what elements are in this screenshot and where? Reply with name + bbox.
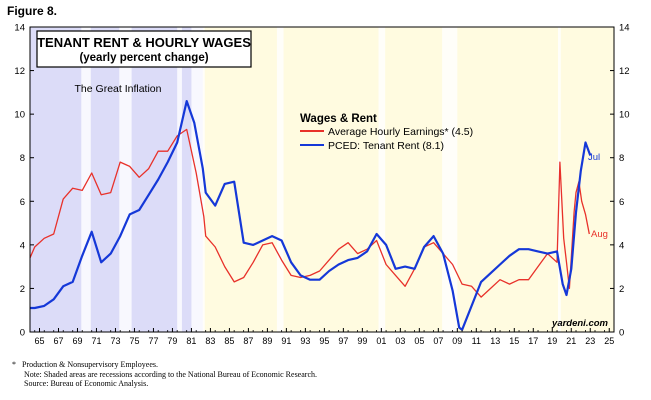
x-tick-label: 15: [509, 336, 519, 346]
x-tick-label: 77: [148, 336, 158, 346]
title-box: [36, 30, 252, 68]
y-tick-label: 2: [20, 284, 25, 295]
chart-title: TENANT RENT & HOURLY WAGES: [37, 35, 251, 50]
x-axis: 65 67 69 71 73 75 77 79 81 83 85 87 89 91 93 95 97 99 01 03…: [34, 328, 614, 346]
x-tick-label: 69: [72, 336, 82, 346]
x-tick-label: 83: [205, 336, 215, 346]
right-y-axis: 0 2 4 6 8 10 12 14: [610, 23, 630, 339]
legend-title: Wages & Rent: [300, 113, 377, 125]
x-tick-label: 85: [224, 336, 234, 346]
plot-frame: [29, 26, 615, 333]
footnote-source: Source: Bureau of Economic Analysis.: [24, 379, 149, 389]
x-tick-label: 79: [167, 336, 177, 346]
recession-band: [378, 27, 386, 332]
series-line-earnings: [29, 128, 590, 298]
y-tick-label: 10: [14, 110, 25, 121]
x-tick-label: 65: [34, 336, 44, 346]
y-tick-label: 12: [14, 66, 25, 77]
great-inflation-shade: [30, 27, 203, 332]
great-inflation-annotation: The Great Inflation: [75, 83, 162, 95]
end-label-earnings: Aug: [591, 229, 608, 240]
x-tick-label: 73: [110, 336, 120, 346]
x-tick-label: 13: [490, 336, 500, 346]
legend-label-rent: PCED: Tenant Rent (8.1): [328, 140, 444, 152]
x-tick-label: 25: [604, 336, 614, 346]
footnote-star-line: * Production & Nonsupervisory Employees.: [12, 360, 317, 370]
series-line-rent: [30, 100, 592, 331]
left-y-axis: 0 2 4 6 8 10 12 14: [14, 23, 34, 339]
footnote-star: *: [12, 360, 16, 369]
x-tick-label: 23: [585, 336, 595, 346]
x-tick-label: 05: [414, 336, 424, 346]
legend-label-earnings: Average Hourly Earnings* (4.5): [328, 126, 473, 138]
y-tick-label: 12: [619, 66, 630, 77]
y-tick-label: 8: [619, 153, 624, 164]
figure-label: Figure 8.: [7, 4, 58, 18]
x-tick-label: 81: [186, 336, 196, 346]
x-tick-label: 07: [433, 336, 443, 346]
y-tick-label: 0: [619, 328, 624, 339]
x-tick-label: 17: [528, 336, 538, 346]
x-tick-label: 03: [395, 336, 405, 346]
x-tick-label: 91: [281, 336, 291, 346]
x-tick-label: 93: [300, 336, 310, 346]
x-tick-label: 01: [376, 336, 386, 346]
recession-band: [442, 27, 458, 332]
recession-band: [177, 27, 182, 332]
y-tick-label: 8: [20, 153, 25, 164]
recession-band: [81, 27, 91, 332]
series-lines: [29, 100, 592, 331]
y-tick-label: 6: [20, 197, 25, 208]
footnotes: * Production & Nonsupervisory Employees.…: [12, 360, 317, 389]
x-tick-label: 19: [547, 336, 557, 346]
y-tick-label: 10: [619, 110, 630, 121]
x-tick-label: 87: [243, 336, 253, 346]
x-tick-label: 11: [472, 336, 481, 346]
x-tick-label: 21: [566, 336, 576, 346]
y-tick-label: 6: [619, 197, 624, 208]
x-tick-label: 99: [357, 336, 367, 346]
footnote-note: Note: Shaded areas are recessions accord…: [24, 369, 317, 379]
x-tick-label: 67: [53, 336, 63, 346]
x-tick-label: 75: [129, 336, 139, 346]
x-tick-label: 89: [262, 336, 272, 346]
chart-subtitle: (yearly percent change): [79, 52, 208, 64]
recession-band: [276, 27, 284, 332]
recession-band: [119, 27, 132, 332]
x-tick-label: 97: [338, 336, 348, 346]
end-label-rent: Jul: [588, 152, 600, 163]
watermark: yardeni.com: [551, 318, 609, 329]
y-tick-label: 0: [20, 328, 25, 339]
footnote-star-text: Production & Nonsupervisory Employees.: [22, 360, 158, 369]
y-tick-label: 4: [619, 240, 624, 251]
y-tick-label: 4: [20, 240, 25, 251]
chart: 0 2 4 6 8 10 12 14 0 2 4 6 8 10 12 14 65 67 69 71 73 75 77 79…: [14, 23, 630, 347]
recession-band: [191, 27, 205, 332]
x-tick-label: 71: [91, 336, 101, 346]
y-tick-label: 2: [619, 284, 624, 295]
x-tick-label: 09: [452, 336, 462, 346]
y-tick-label: 14: [619, 23, 630, 34]
x-tick-label: 95: [319, 336, 329, 346]
y-tick-label: 14: [14, 23, 25, 34]
